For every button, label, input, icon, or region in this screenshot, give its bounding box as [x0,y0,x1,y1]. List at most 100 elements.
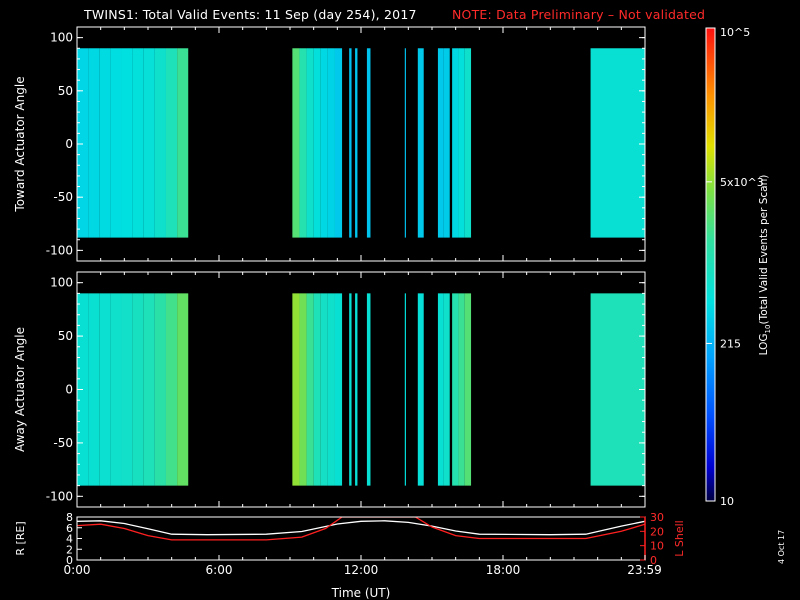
y-tick-label: -100 [46,489,73,503]
data-stripe [458,48,465,238]
data-stripe [154,293,166,486]
data-stripe [99,48,111,238]
data-stripe [327,48,335,238]
data-stripe [458,293,465,486]
colorbar-tick-label: 10^5 [720,26,750,39]
data-stripe [437,48,444,238]
y-tick-label: -50 [53,190,73,204]
data-stripe [590,48,645,238]
y-tick-label: -50 [53,436,73,450]
data-stripe [320,293,328,486]
y-tick-label: 6 [66,522,73,535]
y-tick-label: 0 [66,554,73,567]
y-tick-label: 2 [66,543,73,556]
data-stripe [366,48,371,238]
y-axis-label: R [RE] [14,521,27,555]
l-shell-line [77,517,645,541]
data-stripe [177,48,189,238]
data-stripe [121,293,133,486]
y-tick-label: 0 [65,383,73,397]
data-stripe [143,48,155,238]
y-tick-label: 50 [58,329,73,343]
data-stripe [417,293,424,486]
toward-angle-panel: 100 50 0 -50 -100 Toward Actuator Angle [13,26,646,262]
y-tick-label: 0 [65,137,73,151]
away-angle-panel: 100 50 0 -50 -100 Away Actuator Angle [13,271,646,508]
data-stripe [355,293,358,486]
data-stripe [132,293,144,486]
data-stripe [292,293,300,486]
data-stripe [88,293,100,486]
colorbar-tick-label: 5x10^3 [720,176,764,189]
x-tick-label: 0:00 [64,563,91,577]
y-tick-label: 100 [50,276,73,290]
data-stripe [165,48,178,238]
y-tick-label: 8 [66,511,73,524]
x-axis-label: Time (UT) [331,586,391,600]
data-stripe [355,48,358,238]
data-stripe [313,293,321,486]
r-shell-line [77,520,645,536]
data-stripe [88,48,100,238]
data-stripe [99,293,111,486]
colorbar-ticks: 10 215 5x10^3 10^5 [706,26,764,508]
data-stripe [443,293,450,486]
data-stripe [143,293,155,486]
data-stripe [327,293,335,486]
x-tick-label: 6:00 [206,563,233,577]
date-stamp: 4 Oct 17 [777,530,786,564]
y-right-tick-label: 30 [650,511,664,524]
y-axis-label: Toward Actuator Angle [13,76,27,212]
data-stripe [437,293,444,486]
colorbar-label: LOG10(Total Valid Events per Scan) [758,175,772,356]
colorbar [706,28,715,501]
data-stripe [417,48,424,238]
preliminary-note: NOTE: Data Preliminary – Not validated [452,7,706,22]
data-stripe [306,48,314,238]
data-stripe [452,293,459,486]
data-stripe [110,48,122,238]
data-stripe [77,48,89,238]
data-stripe [177,293,189,486]
data-stripe [110,293,122,486]
data-stripe [320,48,328,238]
x-tick-label: 18:00 [486,563,521,577]
data-stripe [165,293,178,486]
data-stripe [464,293,472,486]
x-tick-label: 12:00 [344,563,379,577]
data-stripe [154,48,166,238]
colorbar-tick-label: 10 [720,495,734,508]
y-tick-label: 4 [66,533,73,546]
data-stripe [121,48,133,238]
data-stripe [292,48,300,238]
data-stripe [404,48,406,238]
data-stripe [299,293,307,486]
data-stripe [132,48,144,238]
y-right-axis-label: L Shell [673,520,686,556]
data-stripe [299,48,307,238]
data-stripe [443,48,450,238]
data-stripe [590,293,645,486]
x-tick-label: 23:59 [627,563,662,577]
y-right-tick-label: 0 [650,554,657,567]
data-stripe [366,293,371,486]
y-axis-label: Away Actuator Angle [13,327,27,452]
y-right-tick-label: 20 [650,525,664,538]
y-tick-label: 100 [50,31,73,45]
data-stripe [334,293,343,486]
data-stripe [464,48,472,238]
figure-title: TWINS1: Total Valid Events: 11 Sep (day … [84,7,417,22]
y-tick-label: -100 [46,243,73,257]
colorbar-tick-label: 215 [720,337,741,350]
data-stripe [452,48,459,238]
data-stripe [313,48,321,238]
data-stripe [349,293,352,486]
y-right-tick-label: 10 [650,540,664,553]
data-stripe [334,48,343,238]
data-stripe [306,293,314,486]
data-stripe [349,48,352,238]
y-tick-label: 50 [58,84,73,98]
data-stripe [404,293,406,486]
